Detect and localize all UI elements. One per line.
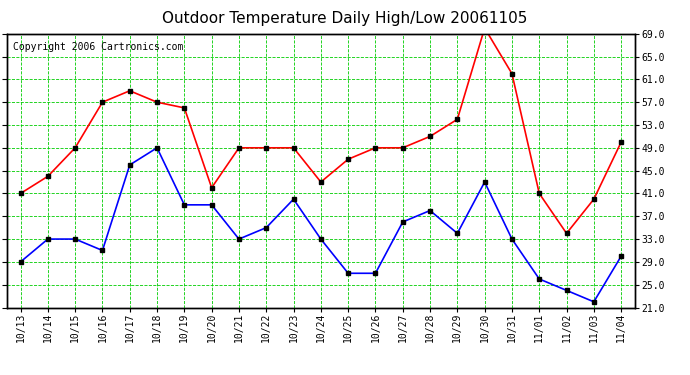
Text: Outdoor Temperature Daily High/Low 20061105: Outdoor Temperature Daily High/Low 20061…	[162, 11, 528, 26]
Text: Copyright 2006 Cartronics.com: Copyright 2006 Cartronics.com	[13, 42, 184, 52]
